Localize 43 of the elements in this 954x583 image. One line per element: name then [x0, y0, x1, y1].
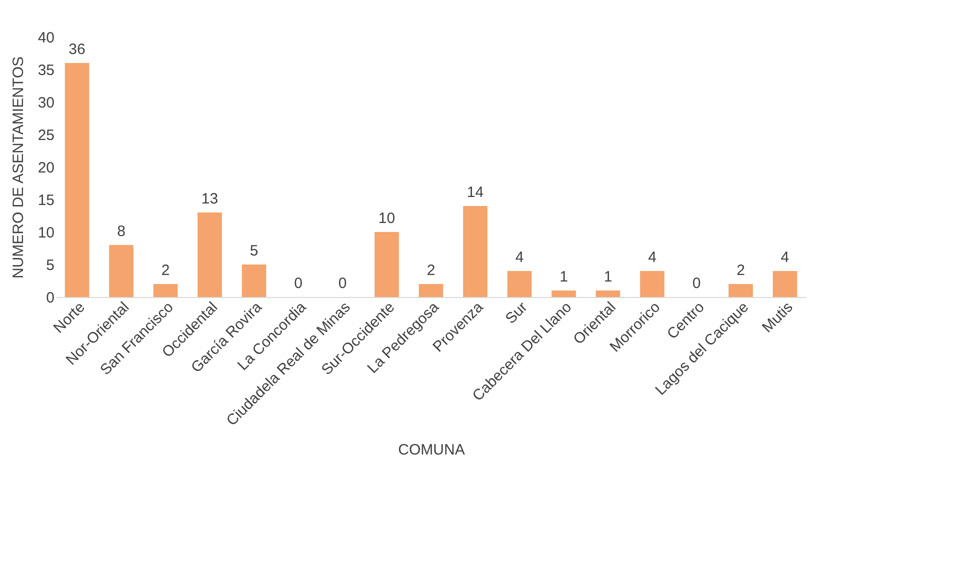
- data-label: 4: [780, 249, 790, 266]
- data-label: 8: [117, 223, 126, 240]
- x-axis-title: COMUNA: [398, 442, 465, 459]
- y-tick-label: 40: [38, 30, 54, 46]
- data-label: 14: [466, 184, 484, 201]
- data-label: 5: [250, 242, 258, 260]
- data-label: 4: [515, 249, 524, 266]
- bar: [64, 63, 90, 297]
- bar: [552, 290, 576, 297]
- data-label: 4: [648, 249, 656, 266]
- y-tick-label: 10: [38, 224, 54, 242]
- bar: [153, 284, 178, 297]
- y-tick-label: 35: [38, 62, 54, 79]
- data-label: 1: [604, 268, 612, 286]
- x-tick-label: Sur: [502, 298, 531, 328]
- bar: [728, 284, 753, 297]
- bar: [507, 271, 532, 297]
- data-label: 0: [338, 275, 347, 292]
- bar: [109, 245, 134, 297]
- y-tick-label: 20: [38, 160, 54, 176]
- bar: [242, 264, 266, 297]
- data-label: 2: [161, 262, 170, 279]
- y-axis-title: NUMERO DE ASENTAMIENTOS: [10, 56, 27, 278]
- bar: [374, 232, 399, 297]
- bar: [418, 284, 444, 297]
- data-label: 0: [692, 275, 701, 292]
- bar: [640, 271, 664, 297]
- data-label: 2: [426, 262, 436, 279]
- bar: [772, 271, 798, 297]
- bar: [596, 290, 620, 297]
- y-tick-label: 15: [38, 192, 54, 209]
- data-label: 1: [560, 268, 568, 286]
- y-tick-label: 25: [38, 127, 54, 144]
- data-label: 10: [378, 210, 396, 227]
- data-label: 13: [201, 190, 218, 208]
- y-tick-label: 30: [38, 94, 54, 112]
- data-label: 36: [68, 41, 86, 58]
- y-tick-label: 0: [46, 290, 54, 306]
- bar: [463, 206, 488, 297]
- y-tick-label: 5: [46, 257, 54, 274]
- bar: [198, 212, 222, 297]
- data-label: 0: [294, 275, 302, 292]
- data-label: 2: [736, 262, 745, 279]
